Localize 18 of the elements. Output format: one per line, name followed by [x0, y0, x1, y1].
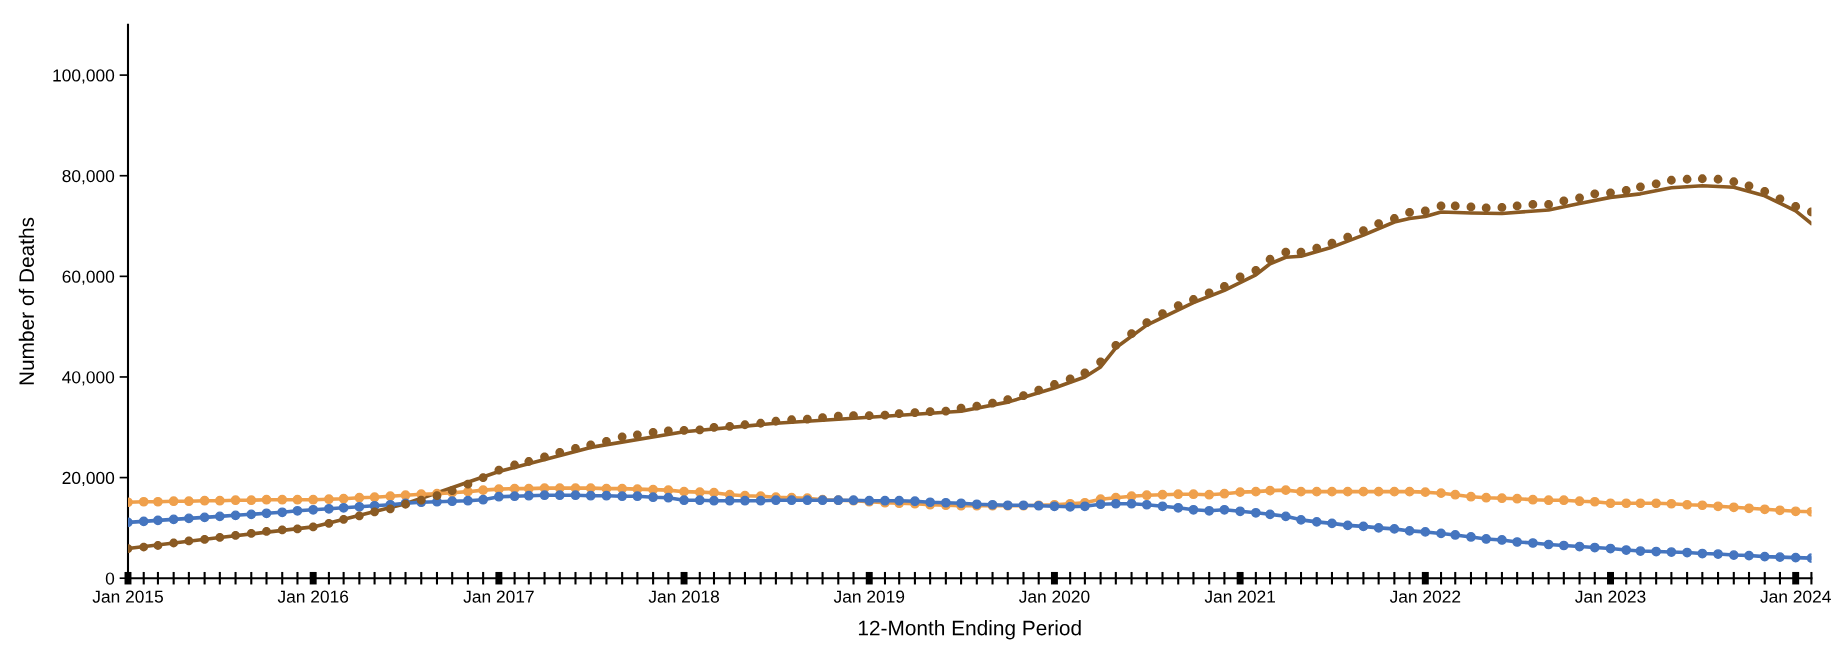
y-tick-label: 20,000 — [62, 471, 115, 487]
x-tick-label: Jan 2024 — [1760, 590, 1831, 603]
x-tick-label: Jan 2021 — [1204, 590, 1275, 603]
y-axis-title: Number of Deaths — [18, 217, 35, 385]
x-tick-label: Jan 2020 — [1018, 590, 1090, 603]
x-tick-label: Jan 2023 — [1575, 590, 1646, 603]
x-tick-label: Jan 2017 — [463, 590, 534, 603]
y-tick-label: 100,000 — [53, 69, 115, 84]
y-tick-label: 0 — [105, 572, 115, 585]
x-tick-label: Jan 2019 — [833, 590, 905, 603]
x-axis-title: 12-Month Ending Period — [858, 620, 1081, 640]
y-tick-label: 40,000 — [62, 371, 115, 386]
x-tick-label: Jan 2015 — [92, 590, 163, 603]
x-tick-label: Jan 2016 — [277, 590, 349, 603]
x-tick-label: Jan 2018 — [648, 590, 720, 603]
y-tick-label: 60,000 — [62, 270, 115, 285]
x-tick-label: Jan 2022 — [1389, 590, 1461, 603]
y-tick-label: 80,000 — [62, 169, 115, 185]
